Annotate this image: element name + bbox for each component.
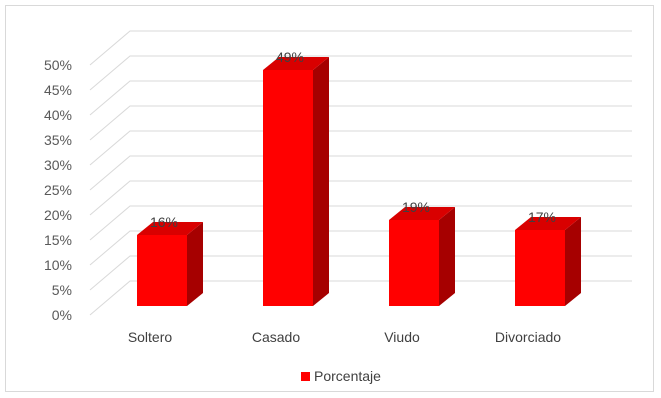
y-tick-label: 5% — [52, 282, 72, 298]
y-tick-label: 50% — [44, 57, 72, 73]
gridline — [89, 155, 632, 191]
gridline — [89, 230, 632, 266]
bar-top — [389, 207, 455, 220]
x-category-label: Viudo — [384, 329, 420, 345]
y-tick-label: 35% — [44, 132, 72, 148]
y-tick-label: 15% — [44, 232, 72, 248]
gridline — [89, 180, 632, 216]
y-tick-label: 30% — [44, 157, 72, 173]
bar-side — [313, 57, 329, 306]
gridline — [89, 55, 632, 91]
x-category-label: Casado — [252, 329, 300, 345]
data-label: 17% — [528, 209, 556, 225]
chart-area — [5, 5, 654, 392]
legend: Porcentaje — [301, 368, 381, 384]
bar — [389, 220, 439, 306]
data-label: 49% — [276, 49, 304, 65]
x-category-label: Divorciado — [495, 329, 561, 345]
bar-side — [439, 207, 455, 306]
bar — [515, 230, 565, 306]
y-tick-label: 10% — [44, 257, 72, 273]
data-label: 16% — [150, 214, 178, 230]
y-tick-label: 45% — [44, 82, 72, 98]
gridline — [89, 255, 632, 291]
y-tick-label: 0% — [52, 307, 72, 323]
x-category-label: Soltero — [128, 329, 173, 345]
y-tick-label: 25% — [44, 182, 72, 198]
bar-top — [263, 57, 329, 70]
bar-side — [187, 222, 203, 306]
gridline — [89, 130, 632, 166]
gridline — [89, 80, 632, 116]
y-tick-label: 40% — [44, 107, 72, 123]
bar — [263, 70, 313, 306]
gridline — [89, 280, 632, 316]
gridline — [89, 30, 632, 66]
bar-top — [137, 222, 203, 235]
data-label: 19% — [402, 199, 430, 215]
bar — [137, 235, 187, 306]
bar-top — [515, 217, 581, 230]
legend-swatch-porcentaje — [301, 371, 310, 381]
y-tick-label: 20% — [44, 207, 72, 223]
gridline — [89, 205, 632, 241]
legend-label-porcentaje: Porcentaje — [314, 368, 381, 384]
bar-side — [565, 217, 581, 306]
gridline — [89, 105, 632, 141]
